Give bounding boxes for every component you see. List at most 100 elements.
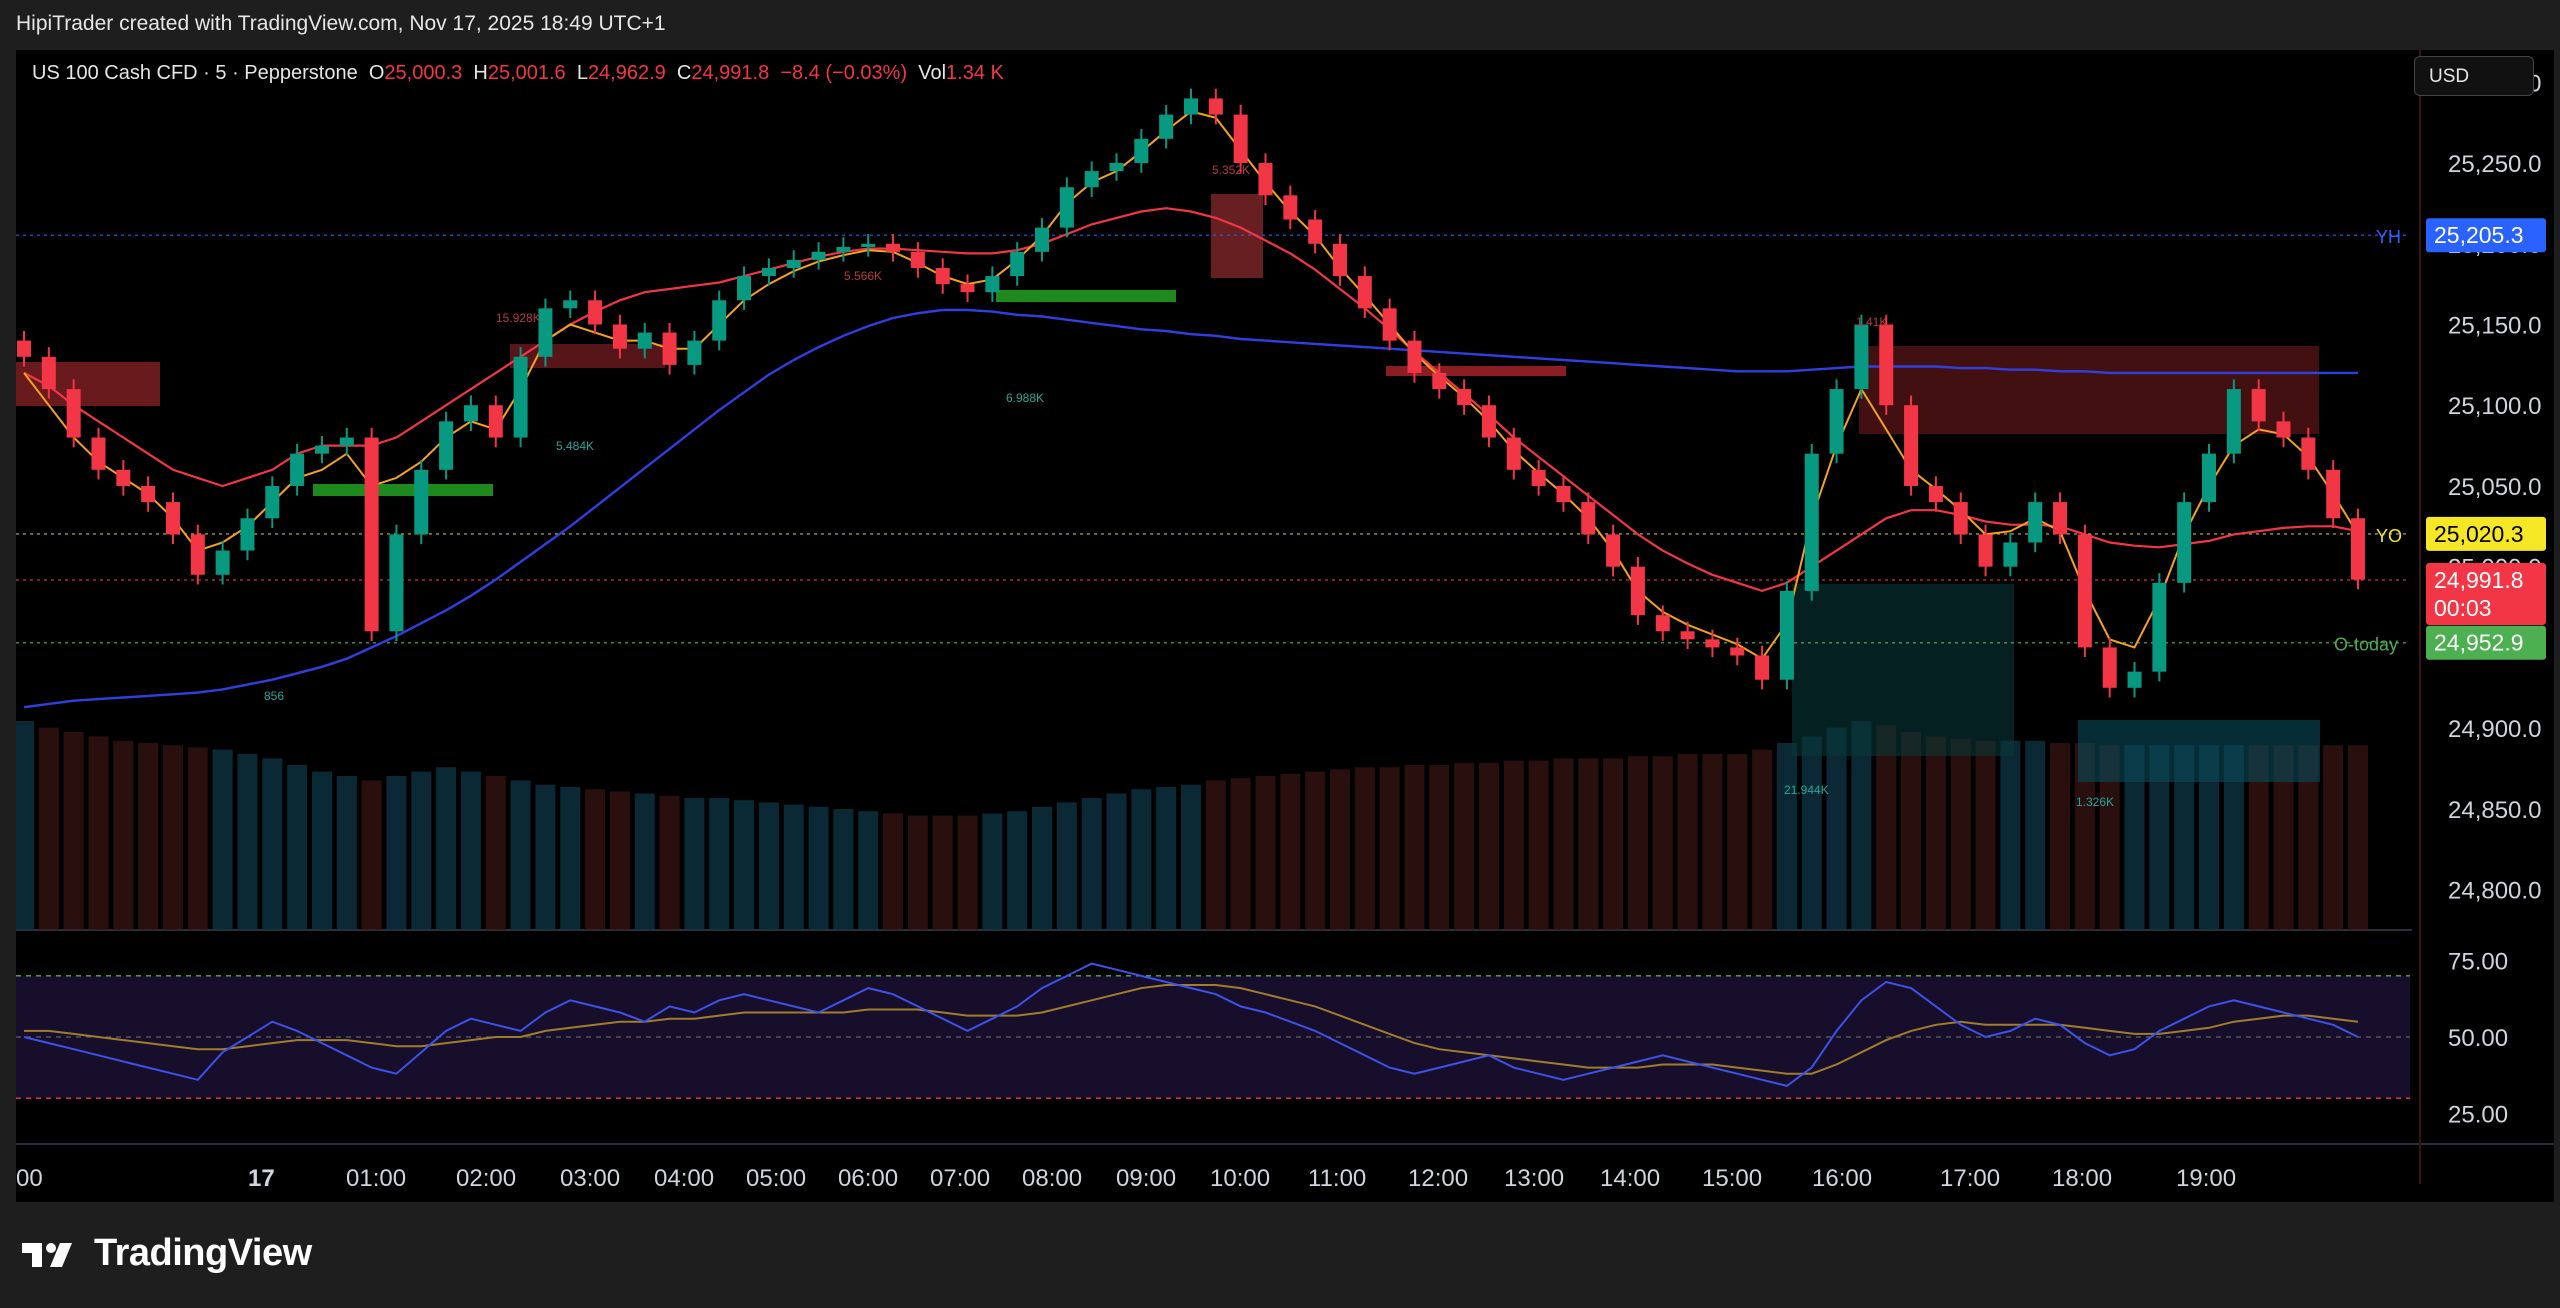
candle-body xyxy=(662,332,677,365)
volume-bar xyxy=(510,780,531,930)
volume-bar xyxy=(361,780,382,930)
volume-bar xyxy=(2248,745,2269,930)
volume-bar xyxy=(2000,740,2021,930)
volume-bar xyxy=(2025,740,2046,930)
open-label: O xyxy=(368,62,385,84)
candle-body xyxy=(1208,98,1223,115)
currency-button[interactable]: USD xyxy=(2414,56,2534,96)
candle-body xyxy=(2053,502,2068,535)
volume-bar xyxy=(2050,743,2071,930)
supply-zone-box xyxy=(1386,366,1566,376)
volume-bar xyxy=(2099,745,2120,930)
volume-annotation: 21.944K xyxy=(1784,783,1829,797)
candle-body xyxy=(2077,534,2092,648)
candle-body xyxy=(364,437,379,632)
candle-body xyxy=(612,324,627,349)
candle-body xyxy=(1506,437,1521,470)
candle-body xyxy=(1109,163,1124,172)
candle-body xyxy=(1705,639,1720,648)
time-axis-label: 01:00 xyxy=(346,1165,406,1192)
candle-body xyxy=(761,267,776,277)
volume-bar xyxy=(1826,727,1847,930)
volume-bar xyxy=(1478,762,1499,930)
candle-body xyxy=(1904,405,1919,486)
candle-body xyxy=(985,276,1000,293)
tradingview-logo[interactable]: TradingView xyxy=(20,1232,312,1275)
candle-body xyxy=(1432,372,1447,390)
volume-bar xyxy=(1081,798,1102,930)
volume-bar xyxy=(585,789,606,930)
candle-body xyxy=(935,267,950,285)
volume-bar xyxy=(1305,771,1326,930)
candle-body xyxy=(1010,251,1025,277)
candle-body xyxy=(41,356,56,390)
price-label-value: 24,991.8 xyxy=(2434,567,2524,593)
candle-body xyxy=(1457,389,1472,406)
volume-bar xyxy=(535,784,556,930)
candle-body xyxy=(2326,469,2341,519)
low-value: 24,962.9 xyxy=(587,62,666,84)
volume-bar xyxy=(2298,745,2319,930)
volume-bar xyxy=(2074,743,2095,930)
time-axis-label: 12:00 xyxy=(1408,1165,1468,1192)
candle-body xyxy=(2028,502,2043,543)
volume-bar xyxy=(758,802,779,930)
low-label: L xyxy=(576,62,588,84)
volume-bar xyxy=(38,727,59,930)
volume-bar xyxy=(1429,765,1450,930)
volume-bar xyxy=(1925,736,1946,930)
volume-annotation: 5.352K xyxy=(1212,163,1250,177)
volume-bar xyxy=(2124,745,2145,930)
volume-bar xyxy=(1603,758,1624,930)
volume-bar xyxy=(659,795,680,930)
time-axis-label: 18:00 xyxy=(2052,1165,2112,1192)
high-label: H xyxy=(473,62,488,84)
volume-bar xyxy=(1181,784,1201,930)
candle-body xyxy=(1159,114,1174,139)
candle-body xyxy=(1283,195,1298,220)
ema-slow-line xyxy=(23,308,2358,709)
volume-bar xyxy=(684,798,705,930)
time-axis-label: 16:00 xyxy=(1812,1165,1872,1192)
demand-zone-box xyxy=(313,484,493,496)
candle-body xyxy=(1184,98,1198,115)
volume-bar xyxy=(1329,769,1350,930)
volume-bar xyxy=(1454,762,1475,930)
price-axis-tick: 25,050.0 xyxy=(2448,474,2541,501)
volume-bar xyxy=(1007,811,1028,930)
volume-bar xyxy=(1156,787,1177,930)
volume-bar xyxy=(212,749,233,930)
volume-bar xyxy=(957,815,978,930)
chart-area[interactable]: 856 15.928K 5.484K 5.566K 6.988K 5.352K 1.41K 2… xyxy=(14,50,2554,1202)
time-axis-label: 09:00 xyxy=(1116,1165,1176,1192)
candle-body xyxy=(165,502,180,535)
candle-body xyxy=(1680,631,1695,640)
chart-canvas[interactable]: 856 15.928K 5.484K 5.566K 6.988K 5.352K 1.41K 2… xyxy=(14,50,2554,1202)
volume-bar xyxy=(162,745,183,930)
close-value: 24,991.8 xyxy=(691,62,770,84)
candle-body xyxy=(861,243,876,247)
volume-bar xyxy=(1776,743,1797,930)
rsi-axis-tick: 25.00 xyxy=(2448,1101,2508,1128)
symbol-label[interactable]: US 100 Cash CFD · 5 · Pepperstone xyxy=(32,62,358,84)
volume-bar xyxy=(1975,740,1996,930)
volume-bar xyxy=(709,798,730,930)
demand-zone-box xyxy=(1792,584,2014,756)
volume-bar xyxy=(1950,738,1971,930)
volume-bar xyxy=(1528,760,1549,930)
candle-body xyxy=(1953,502,1968,535)
candle-body xyxy=(1779,590,1794,680)
rsi-axis-tick: 75.00 xyxy=(2448,949,2508,976)
time-axis-label: 06:00 xyxy=(838,1165,898,1192)
volume-bar xyxy=(1255,776,1276,930)
candle-body xyxy=(910,251,925,268)
volume-bar xyxy=(187,747,208,930)
volume-bar xyxy=(311,771,332,930)
volume-bar xyxy=(1553,758,1574,930)
candle-body xyxy=(513,356,528,438)
rsi-ma-line xyxy=(24,984,2359,1075)
candle-body xyxy=(2202,453,2217,503)
volume-annotation: 856 xyxy=(264,689,284,703)
candle-body xyxy=(1655,615,1670,632)
volume-annotation: 1.326K xyxy=(2076,795,2114,809)
